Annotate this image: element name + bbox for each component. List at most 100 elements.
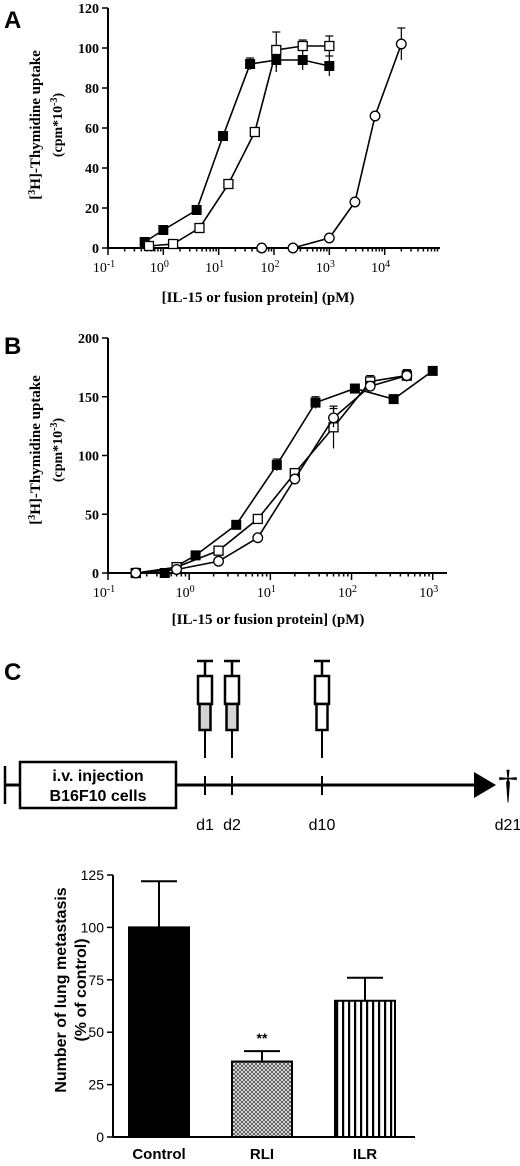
injection-box <box>18 760 178 810</box>
chart-a-series-1-point <box>218 131 229 141</box>
chart-a-x-tick-label: 103 <box>316 259 335 277</box>
chart-c-bar-control <box>128 926 190 1139</box>
chart-b-xlabel: [IL-15 or fusion protein] (pM) <box>172 612 365 628</box>
chart-b-series-1-point <box>310 397 321 408</box>
chart-a-series-2-point <box>194 222 205 234</box>
chart-a-series-2-point <box>249 126 260 138</box>
death-cross-icon: † <box>498 762 518 807</box>
chart-a-y-tick-label: 120 <box>78 2 99 17</box>
chart-a-series-3-point <box>323 232 335 244</box>
chart-b-ylabel-line2: (cpm*10-3) <box>49 418 67 483</box>
timeline-day-label: d21 <box>495 817 520 834</box>
chart-b-x-tick-label: 100 <box>176 584 195 602</box>
chart-a-series-1-point <box>324 61 335 71</box>
chart-b-y-tick-label: 100 <box>78 450 99 465</box>
chart-b-ylabel-line1: [3H]-Thymidine uptake <box>27 375 45 525</box>
chart-a-series-1-point <box>297 55 308 65</box>
chart-a-series-3-point <box>256 242 268 254</box>
chart-b-series-2-point <box>252 513 263 525</box>
chart-b-series-3-point <box>213 555 224 567</box>
syringe-icon <box>196 659 214 758</box>
chart-a-series-2-point <box>297 40 308 52</box>
chart-b-series-3-point <box>252 532 264 544</box>
chart-a-ylabel-line1: [3H]-Thymidine uptake <box>27 50 45 200</box>
chart-a-ylabel-line2: (cpm*10-3) <box>49 93 67 158</box>
chart-c-category-label: ILR <box>353 1146 377 1163</box>
chart-b-series-1-point <box>231 519 242 530</box>
chart-a-series-1-point <box>245 59 256 69</box>
chart-a: [3H]-Thymidine uptake (cpm*10-3) [IL-15 … <box>27 2 440 306</box>
injection-box-line1: i.v. injection <box>52 768 143 785</box>
chart-a-series-2-line <box>148 45 330 247</box>
panel-label-a: A <box>4 7 21 34</box>
chart-a-y-tick-label: 40 <box>85 162 99 177</box>
chart-a-x-tick-label: 101 <box>205 259 224 277</box>
chart-b-y-tick-label: 200 <box>78 332 99 347</box>
syringe-icon <box>313 659 331 758</box>
chart-c-y-tick-label: 25 <box>88 1077 104 1093</box>
chart-c-bar-ilr <box>334 999 396 1139</box>
chart-b-series-2-point <box>213 545 224 556</box>
chart-a-series-1-point <box>158 225 169 235</box>
chart-a-series-3-point <box>369 110 381 122</box>
syringe-icon <box>223 659 241 758</box>
timeline-arrowhead <box>474 772 496 798</box>
chart-c-y-tick-label: 0 <box>96 1129 104 1145</box>
chart-b: [3H]-Thymidine uptake (cpm*10-3) [IL-15 … <box>27 332 447 628</box>
chart-b-series-1-point <box>271 459 282 470</box>
chart-a-x-tick-label: 102 <box>261 259 280 277</box>
chart-a-x-tick-label: 104 <box>371 259 390 277</box>
chart-b-x-tick-label: 101 <box>257 584 276 602</box>
chart-b-x-tick-label: 10-1 <box>93 584 115 602</box>
chart-c-y-tick-label: 125 <box>81 867 105 883</box>
chart-a-series-2-point <box>143 240 155 252</box>
chart-b-series-2-line <box>135 374 407 574</box>
chart-b-series-3-line <box>135 374 408 574</box>
chart-b-series-3-point <box>364 380 376 392</box>
chart-b-series-1-point <box>388 394 399 405</box>
timeline-day-label: d2 <box>223 817 241 834</box>
chart-a-y-tick-label: 0 <box>92 242 99 257</box>
chart-a-series-3-point <box>395 38 407 50</box>
chart-b-series-3-point <box>289 473 301 485</box>
chart-a-x-tick-label: 100 <box>150 259 169 277</box>
chart-c-category-label: Control <box>132 1146 185 1163</box>
chart-b-y-tick-label: 50 <box>85 508 99 523</box>
chart-c-y-tick-label: 50 <box>88 1024 104 1040</box>
panel-label-b: B <box>4 333 21 360</box>
chart-c-category-label: RLI <box>250 1146 274 1163</box>
chart-a-y-tick-label: 20 <box>85 202 99 217</box>
chart-b-x-tick-label: 102 <box>338 584 357 602</box>
chart-b-series-3-point <box>171 564 183 575</box>
chart-b-y-tick-label: 150 <box>78 391 99 406</box>
chart-a-series-3-point <box>349 196 361 208</box>
chart-a-x-tick-label: 10-1 <box>93 259 115 277</box>
chart-a-series-1-line <box>144 59 330 243</box>
chart-b-series-3-point <box>401 370 413 382</box>
chart-c-bar-rli <box>231 1060 293 1138</box>
chart-a-series-2-point <box>271 44 282 56</box>
chart-a-series-3-line <box>261 43 403 249</box>
chart-c-ylabel-line2: (% of control) <box>73 938 90 1041</box>
chart-c-y-tick-label: 100 <box>81 919 105 935</box>
treatment-timeline: i.v. injection B16F10 cells † d1 d2 d10 d21 <box>3 659 520 834</box>
chart-b-series-3-point <box>328 412 339 424</box>
chart-a-y-tick-label: 100 <box>78 42 99 57</box>
chart-a-series-2-point <box>223 178 234 190</box>
injection-box-line2: B16F10 cells <box>50 788 147 805</box>
chart-b-series-1-line <box>135 370 434 574</box>
chart-b-series-3-point <box>130 567 142 579</box>
chart-b-series-1-point <box>427 365 438 376</box>
chart-a-series-3-point <box>287 242 299 254</box>
chart-b-series-1-point <box>349 383 360 394</box>
chart-b-x-tick-label: 103 <box>419 584 438 602</box>
chart-c-significance-label: ** <box>257 1030 268 1046</box>
timeline-day-label: d10 <box>309 817 336 834</box>
panel-label-c: C <box>4 659 21 686</box>
chart-c-y-tick-label: 75 <box>88 972 104 988</box>
chart-a-series-2-point <box>324 40 335 52</box>
chart-a-y-tick-label: 60 <box>85 122 99 137</box>
chart-b-y-tick-label: 0 <box>92 567 99 582</box>
chart-a-xlabel: [IL-15 or fusion protein] (pM) <box>162 290 355 306</box>
